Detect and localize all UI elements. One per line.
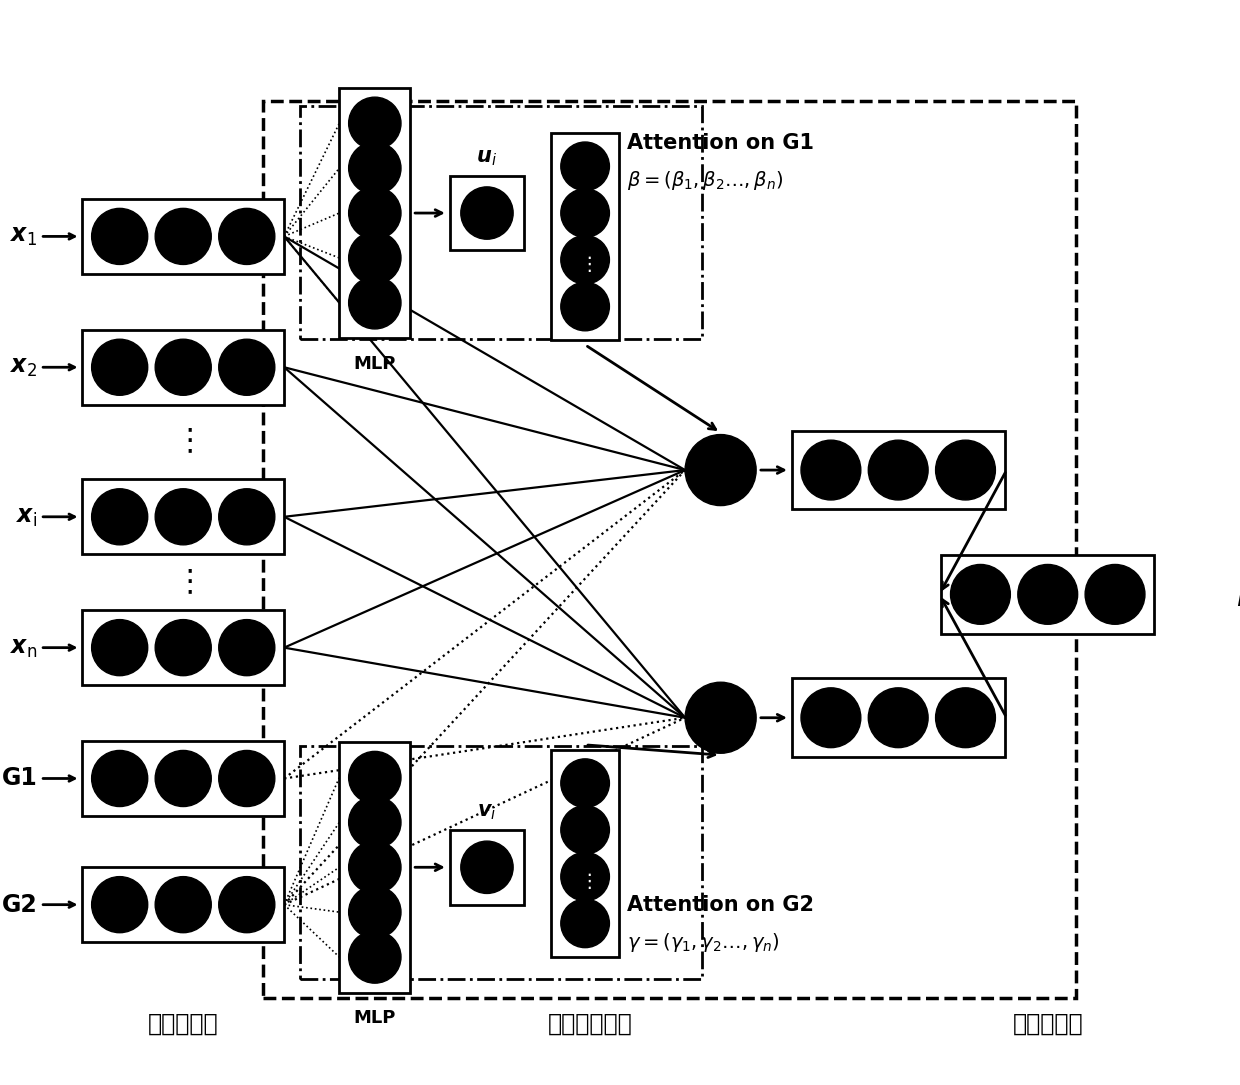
Text: 标签预测层: 标签预测层 bbox=[1012, 1011, 1083, 1035]
Circle shape bbox=[155, 208, 211, 265]
Text: $\vdots$: $\vdots$ bbox=[174, 567, 192, 597]
Text: $\boldsymbol{v}_i$: $\boldsymbol{v}_i$ bbox=[477, 803, 497, 822]
Circle shape bbox=[560, 853, 609, 901]
Bar bbox=[82, 330, 284, 405]
Bar bbox=[791, 678, 1004, 757]
Circle shape bbox=[348, 931, 401, 983]
Circle shape bbox=[218, 620, 275, 676]
Circle shape bbox=[801, 441, 861, 500]
Circle shape bbox=[218, 751, 275, 806]
Circle shape bbox=[560, 758, 609, 807]
Text: $f$: $f$ bbox=[1040, 597, 1055, 623]
Circle shape bbox=[936, 441, 996, 500]
Bar bbox=[82, 867, 284, 942]
Circle shape bbox=[560, 282, 609, 331]
Circle shape bbox=[560, 805, 609, 854]
Bar bbox=[82, 480, 284, 554]
Circle shape bbox=[92, 751, 148, 806]
Bar bbox=[450, 830, 525, 905]
Text: G1: G1 bbox=[1, 766, 37, 791]
Bar bbox=[791, 431, 1004, 509]
Bar bbox=[300, 745, 702, 980]
Circle shape bbox=[92, 340, 148, 395]
Text: $\boldsymbol{x}_{\mathrm{n}}$: $\boldsymbol{x}_{\mathrm{n}}$ bbox=[10, 636, 37, 660]
Circle shape bbox=[348, 98, 401, 150]
Text: $\boldsymbol{x}_1$: $\boldsymbol{x}_1$ bbox=[10, 225, 37, 248]
Bar bbox=[300, 105, 702, 340]
Bar bbox=[941, 556, 1154, 634]
Circle shape bbox=[218, 488, 275, 545]
Circle shape bbox=[155, 488, 211, 545]
Text: $\beta = (\beta_1, \beta_2 \ldots, \beta_n)$: $\beta = (\beta_1, \beta_2 \ldots, \beta… bbox=[627, 169, 784, 192]
Text: $\gamma = (\gamma_1, \gamma_2 \ldots, \gamma_n)$: $\gamma = (\gamma_1, \gamma_2 \ldots, \g… bbox=[627, 931, 780, 954]
Circle shape bbox=[348, 886, 401, 939]
Circle shape bbox=[155, 877, 211, 933]
Bar bbox=[450, 176, 525, 251]
Text: MLP: MLP bbox=[353, 355, 396, 373]
Text: 双路注意力层: 双路注意力层 bbox=[547, 1011, 632, 1035]
Circle shape bbox=[348, 796, 401, 848]
Circle shape bbox=[92, 488, 148, 545]
Text: G2: G2 bbox=[1, 893, 37, 917]
Bar bbox=[340, 88, 410, 339]
Bar bbox=[82, 610, 284, 685]
Circle shape bbox=[1018, 564, 1078, 624]
Text: $f_2$: $f_2$ bbox=[889, 690, 908, 717]
Text: 输入编码层: 输入编码层 bbox=[148, 1011, 218, 1035]
Circle shape bbox=[218, 877, 275, 933]
Text: $\boldsymbol{x}_2$: $\boldsymbol{x}_2$ bbox=[10, 355, 37, 380]
Bar bbox=[340, 742, 410, 993]
Text: softmax: softmax bbox=[1012, 566, 1084, 585]
Circle shape bbox=[218, 340, 275, 395]
Circle shape bbox=[155, 340, 211, 395]
Bar bbox=[263, 101, 1076, 998]
Circle shape bbox=[218, 208, 275, 265]
Circle shape bbox=[155, 751, 211, 806]
Text: $\boldsymbol{x}_{\mathrm{i}}$: $\boldsymbol{x}_{\mathrm{i}}$ bbox=[16, 505, 37, 528]
Circle shape bbox=[560, 142, 609, 191]
Circle shape bbox=[92, 208, 148, 265]
Bar bbox=[82, 741, 284, 816]
Circle shape bbox=[348, 841, 401, 893]
Circle shape bbox=[461, 841, 513, 893]
Text: $p$: $p$ bbox=[1236, 580, 1240, 609]
Text: $\boldsymbol{u}_i$: $\boldsymbol{u}_i$ bbox=[476, 149, 497, 168]
Circle shape bbox=[868, 441, 928, 500]
Circle shape bbox=[92, 620, 148, 676]
Circle shape bbox=[801, 688, 861, 748]
Text: Attention on G1: Attention on G1 bbox=[627, 133, 815, 153]
Circle shape bbox=[560, 189, 609, 238]
Circle shape bbox=[560, 899, 609, 947]
Circle shape bbox=[155, 620, 211, 676]
Text: $\vdots$: $\vdots$ bbox=[174, 427, 192, 457]
Text: $\vdots$: $\vdots$ bbox=[579, 255, 591, 275]
Circle shape bbox=[686, 435, 756, 506]
Text: Attention on G2: Attention on G2 bbox=[627, 895, 815, 915]
Circle shape bbox=[868, 688, 928, 748]
Circle shape bbox=[461, 187, 513, 239]
Circle shape bbox=[560, 235, 609, 284]
Circle shape bbox=[1085, 564, 1145, 624]
Circle shape bbox=[348, 187, 401, 239]
Circle shape bbox=[951, 564, 1011, 624]
Bar bbox=[552, 750, 619, 957]
Circle shape bbox=[686, 682, 756, 753]
Circle shape bbox=[92, 877, 148, 933]
Circle shape bbox=[348, 232, 401, 284]
Circle shape bbox=[348, 142, 401, 194]
Circle shape bbox=[348, 752, 401, 804]
Circle shape bbox=[936, 688, 996, 748]
Text: $f_1$: $f_1$ bbox=[889, 471, 908, 498]
Bar bbox=[552, 132, 619, 341]
Text: MLP: MLP bbox=[353, 1009, 396, 1027]
Circle shape bbox=[348, 277, 401, 329]
Bar bbox=[82, 199, 284, 273]
Text: $\vdots$: $\vdots$ bbox=[579, 871, 591, 891]
